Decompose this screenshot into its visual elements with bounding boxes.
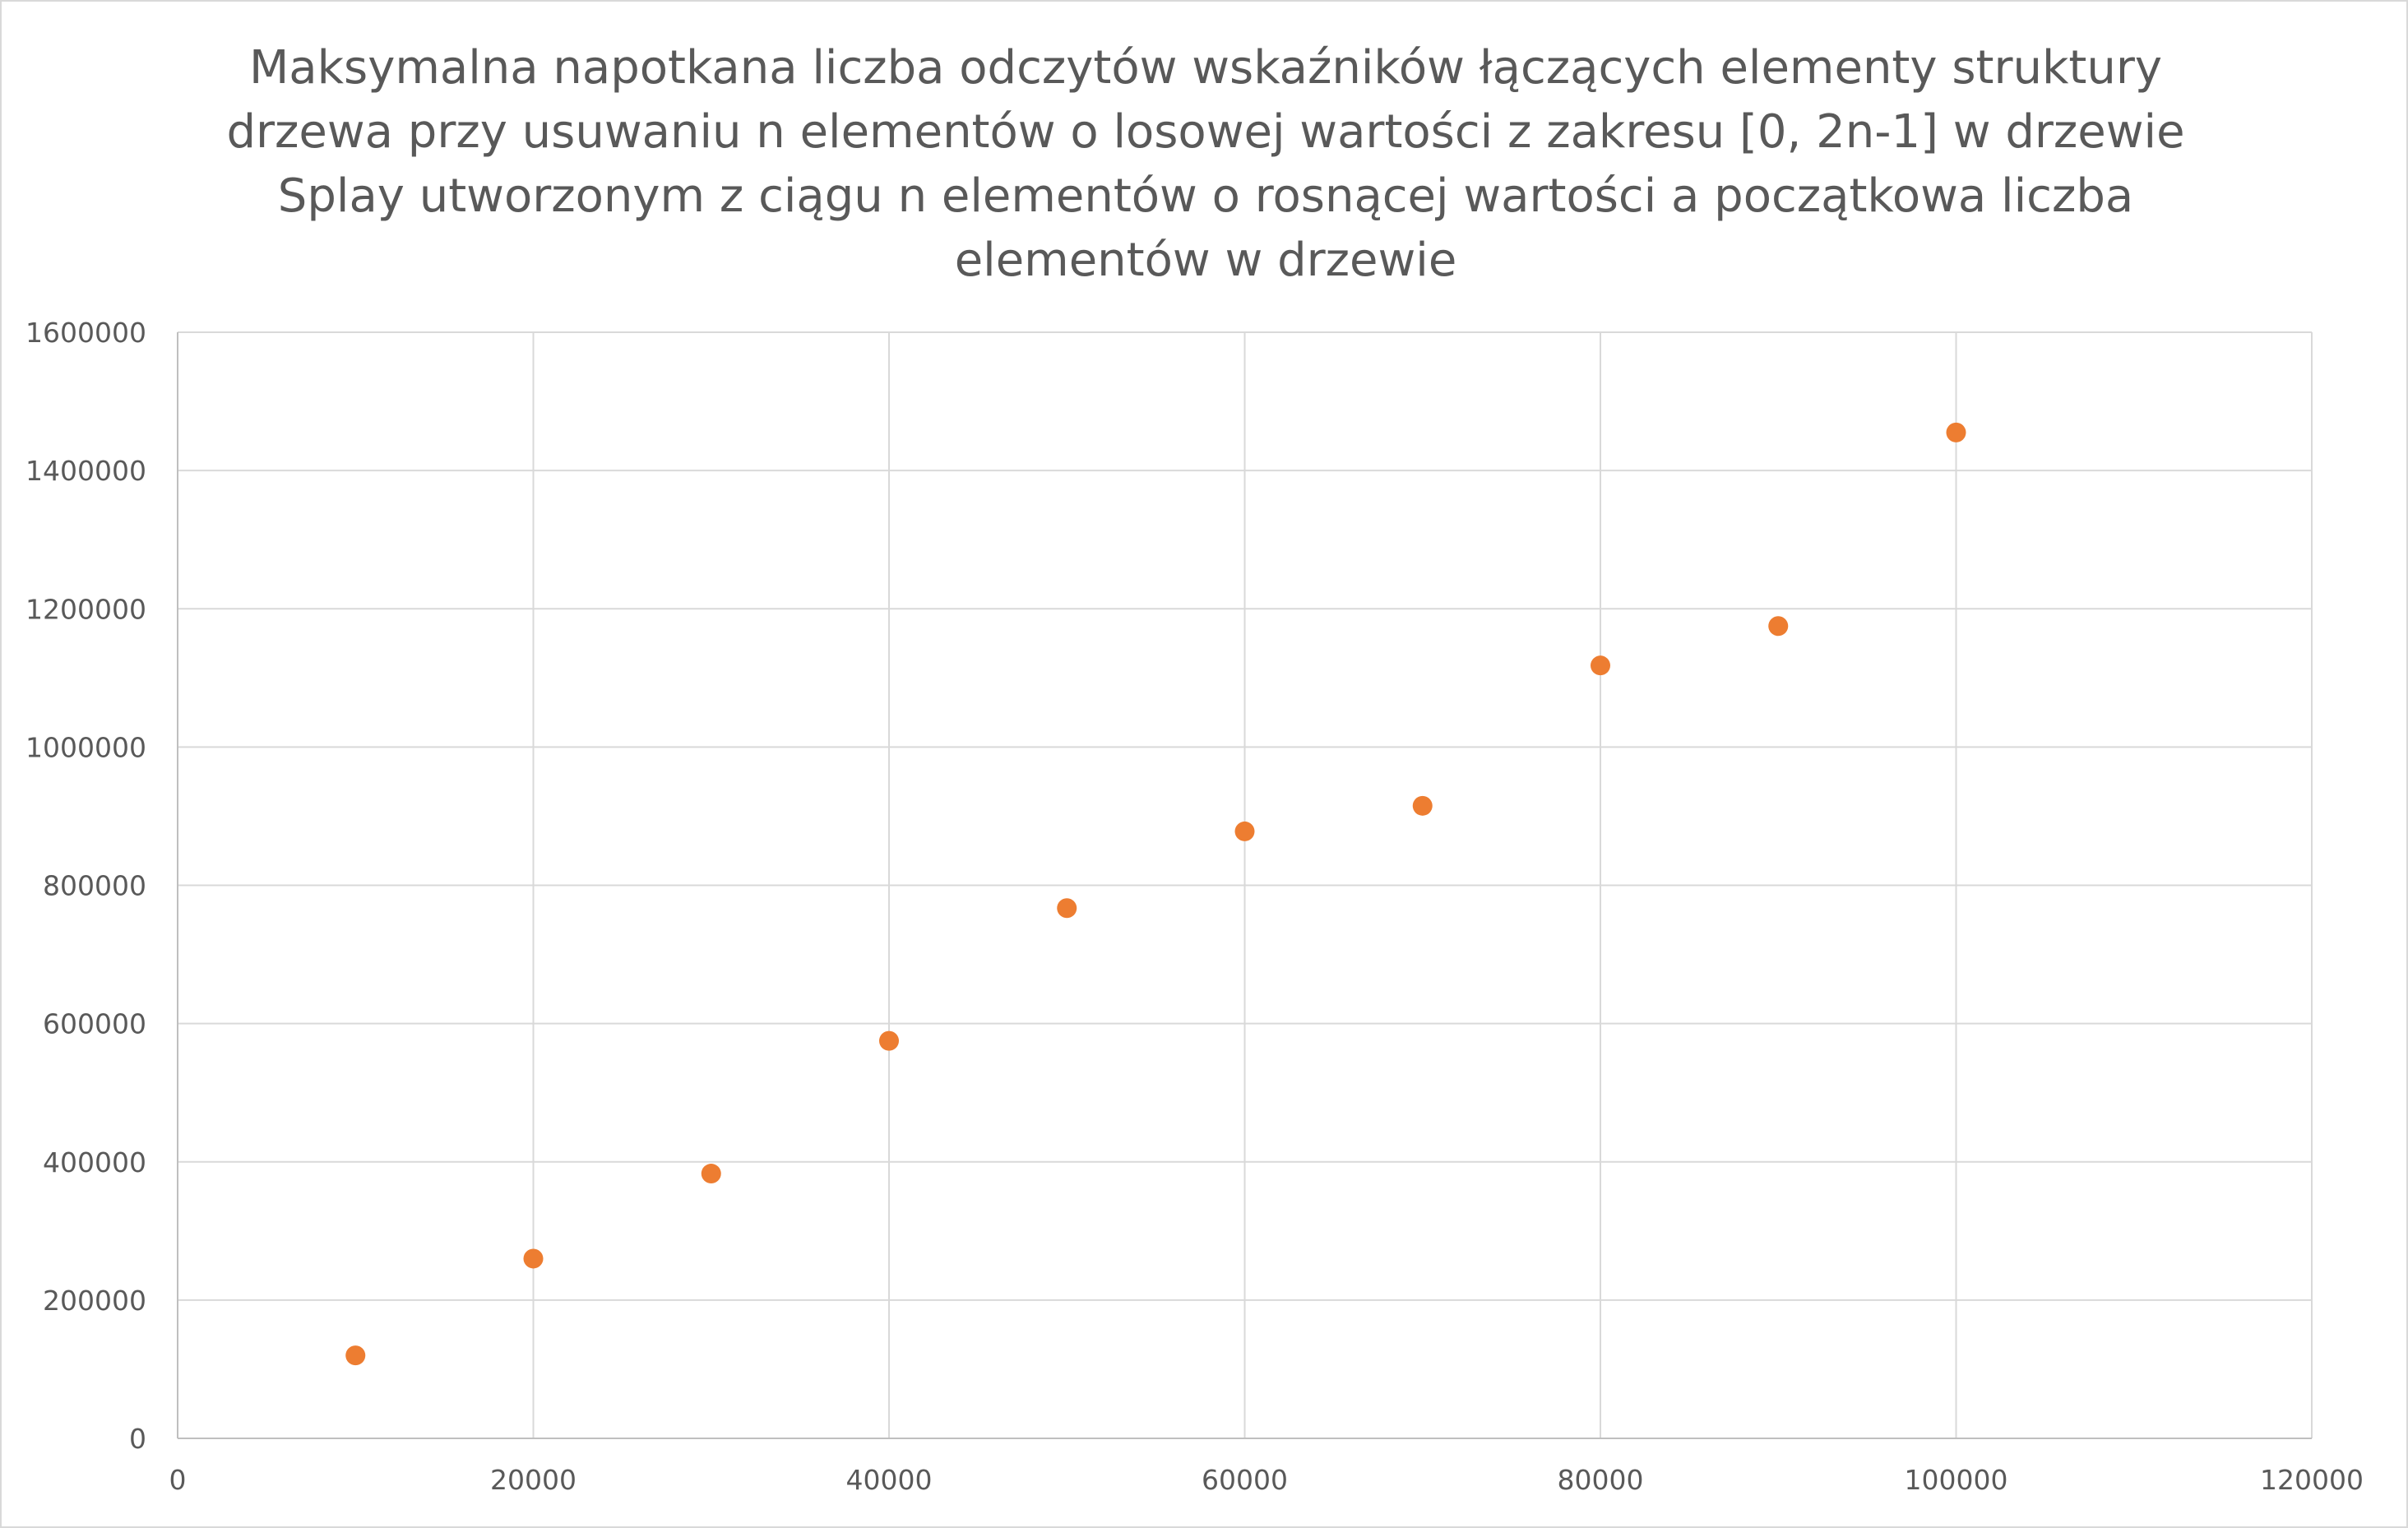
chart-title-line-2: drzewa przy usuwaniu n elementów o losow… [226, 105, 2185, 159]
x-tick-label: 120000 [2260, 1464, 2364, 1496]
y-tick-label: 1000000 [25, 731, 146, 763]
x-tick-label: 60000 [1202, 1464, 1288, 1496]
data-point [1946, 422, 1966, 442]
chart-title-line-1: Maksymalna napotkana liczba odczytów wsk… [248, 41, 2163, 95]
y-tick-label: 0 [129, 1423, 146, 1455]
x-tick-label: 80000 [1558, 1464, 1644, 1496]
data-point [1768, 616, 1789, 637]
y-axis-tick-labels: 0 200000 400000 600000 800000 1000000 1200000 1… [25, 317, 146, 1455]
data-point [1412, 795, 1433, 816]
x-axis-tick-labels: 0 20000 40000 60000 80000 100000 120000 [169, 1464, 2364, 1496]
data-point [879, 1030, 899, 1051]
y-tick-label: 200000 [43, 1285, 146, 1317]
grid-lines [178, 331, 2313, 1438]
y-tick-label: 600000 [43, 1008, 146, 1040]
x-tick-label: 100000 [1905, 1464, 2008, 1496]
data-point [1234, 821, 1255, 841]
y-tick-label: 1400000 [25, 455, 146, 487]
chart-title: Maksymalna napotkana liczba odczytów wsk… [166, 36, 2245, 293]
data-point [345, 1345, 366, 1366]
x-tick-label: 40000 [846, 1464, 933, 1496]
chart-title-line-4: elementów w drzewie [954, 234, 1457, 287]
y-tick-label: 1600000 [25, 317, 146, 349]
y-tick-label: 800000 [43, 870, 146, 902]
data-point [1057, 898, 1077, 919]
data-points [345, 422, 1966, 1366]
y-tick-label: 1200000 [25, 593, 146, 625]
data-point [1591, 655, 1610, 676]
chart-title-line-3: Splay utworzonym z ciągu n elementów o r… [277, 169, 2134, 223]
x-tick-label: 20000 [490, 1464, 577, 1496]
y-tick-label: 400000 [43, 1146, 146, 1178]
data-point [523, 1248, 544, 1269]
axes [177, 332, 2312, 1439]
data-point [701, 1164, 721, 1184]
x-tick-label: 0 [169, 1464, 187, 1496]
